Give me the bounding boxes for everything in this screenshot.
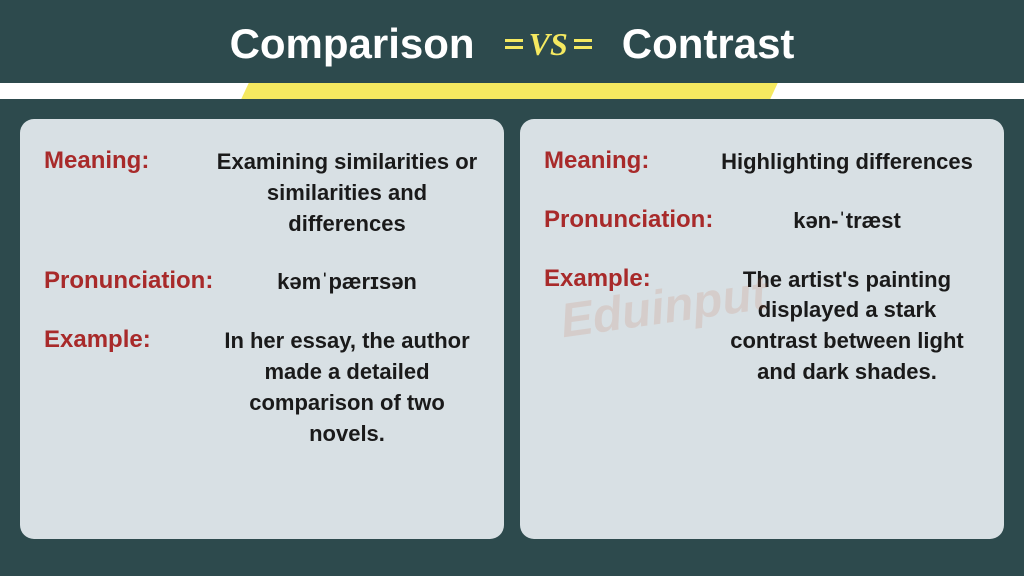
right-card: Meaning: Highlighting differences Pronun… [520, 119, 1004, 539]
vs-badge: VS [505, 26, 592, 63]
left-card: Meaning: Examining similarities or simil… [20, 119, 504, 539]
left-meaning-value: Examining similarities or similarities a… [214, 147, 480, 239]
right-example-value: The artist's painting displayed a stark … [714, 265, 980, 388]
right-pronunciation-row: Pronunciation: kən-ˈtræst [544, 206, 980, 237]
example-label: Example: [544, 265, 714, 293]
vs-text: VS [529, 26, 568, 63]
left-pronunciation-value: kəmˈpærɪsən [214, 267, 480, 298]
right-example-row: Example: The artist's painting displayed… [544, 265, 980, 388]
header: Comparison VS Contrast [0, 0, 1024, 83]
vs-lines-left [505, 39, 523, 49]
right-meaning-row: Meaning: Highlighting differences [544, 147, 980, 178]
pronunciation-label: Pronunciation: [44, 267, 214, 295]
left-example-row: Example: In her essay, the author made a… [44, 326, 480, 449]
left-title: Comparison [230, 20, 475, 68]
vs-lines-right [574, 39, 592, 49]
left-meaning-row: Meaning: Examining similarities or simil… [44, 147, 480, 239]
pronunciation-label: Pronunciation: [544, 206, 714, 234]
example-label: Example: [44, 326, 214, 354]
left-pronunciation-row: Pronunciation: kəmˈpærɪsən [44, 267, 480, 298]
meaning-label: Meaning: [544, 147, 714, 175]
right-meaning-value: Highlighting differences [714, 147, 980, 178]
right-title: Contrast [622, 20, 795, 68]
right-pronunciation-value: kən-ˈtræst [714, 206, 980, 237]
meaning-label: Meaning: [44, 147, 214, 175]
left-example-value: In her essay, the author made a detailed… [214, 326, 480, 449]
cards-container: Meaning: Examining similarities or simil… [0, 119, 1024, 539]
divider [0, 83, 1024, 99]
